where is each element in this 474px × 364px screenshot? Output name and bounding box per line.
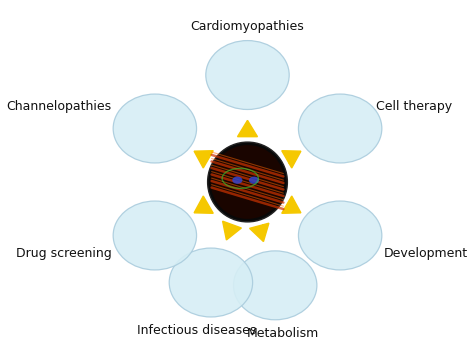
FancyArrow shape: [223, 221, 241, 240]
FancyArrow shape: [282, 196, 301, 213]
FancyArrow shape: [250, 223, 269, 242]
Ellipse shape: [232, 177, 242, 184]
FancyArrow shape: [282, 151, 301, 168]
FancyArrow shape: [194, 151, 213, 168]
Ellipse shape: [113, 201, 197, 270]
Ellipse shape: [169, 248, 253, 317]
Text: Cardiomyopathies: Cardiomyopathies: [191, 20, 304, 33]
Text: Metabolism: Metabolism: [246, 327, 319, 340]
Ellipse shape: [299, 94, 382, 163]
Ellipse shape: [113, 94, 197, 163]
Ellipse shape: [234, 251, 317, 320]
Text: Channelopathies: Channelopathies: [6, 100, 111, 113]
FancyArrow shape: [237, 120, 257, 136]
FancyArrow shape: [194, 196, 213, 213]
Text: Infectious diseases: Infectious diseases: [137, 324, 256, 337]
Ellipse shape: [206, 40, 289, 110]
Ellipse shape: [208, 142, 287, 222]
Text: Drug screening: Drug screening: [16, 247, 111, 260]
Ellipse shape: [210, 145, 284, 219]
Text: Cell therapy: Cell therapy: [376, 100, 453, 113]
Ellipse shape: [249, 177, 259, 184]
Text: Development: Development: [383, 247, 468, 260]
Ellipse shape: [299, 201, 382, 270]
